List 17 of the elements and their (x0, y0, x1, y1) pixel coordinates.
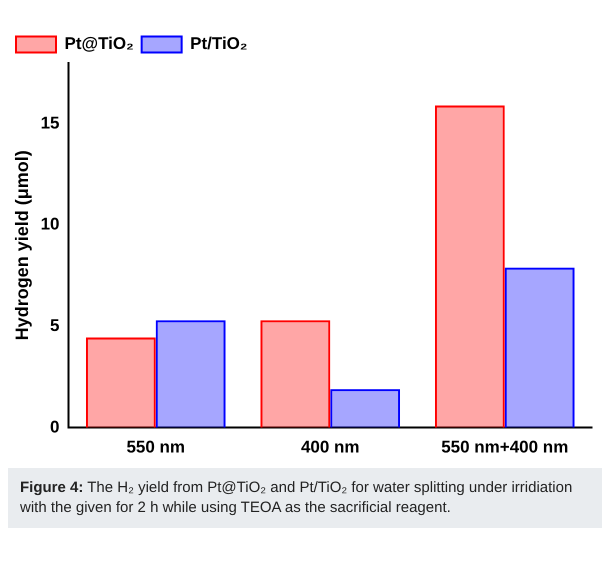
legend-label: Pt@TiO₂ (64, 34, 134, 54)
x-tick-label: 400 nm (300, 437, 360, 456)
bar (330, 389, 400, 428)
x-tick-label: 550 nm+400 nm (441, 437, 568, 456)
x-tick-label: 550 nm (126, 437, 186, 456)
y-tick-label: 0 (50, 417, 60, 436)
y-axis-title: Hydrogen yield (μmol) (12, 150, 32, 340)
bar (86, 337, 156, 428)
bar (156, 320, 226, 428)
y-tick-label: 5 (50, 316, 60, 336)
y-tick-label: 10 (40, 214, 60, 234)
bar (504, 268, 575, 428)
bar (434, 106, 505, 428)
bar (260, 320, 330, 428)
y-tick-label: 15 (40, 113, 60, 132)
legend-label: Pt/TiO₂ (190, 34, 248, 54)
caption: Figure 4: The H₂ yield from Pt@TiO₂ and Pt/TiO₂ for water splitting under irridiation with the given for 2 h while using TEOA as the sacrificial reagent. (20, 479, 572, 516)
